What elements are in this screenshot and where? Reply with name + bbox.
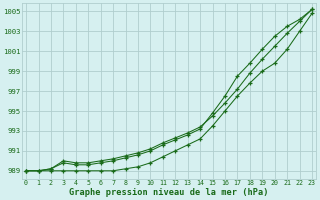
X-axis label: Graphe pression niveau de la mer (hPa): Graphe pression niveau de la mer (hPa) bbox=[69, 188, 269, 197]
